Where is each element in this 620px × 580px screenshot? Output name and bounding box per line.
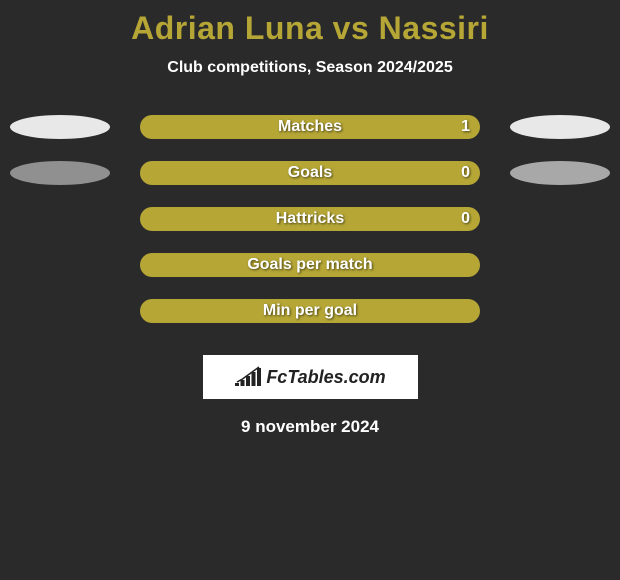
- player2-bar: [310, 161, 480, 185]
- player2-bar: [310, 115, 480, 139]
- player1-ellipse: [10, 115, 110, 139]
- stat-row: Hattricks0: [0, 207, 620, 253]
- player1-name: Adrian Luna: [131, 10, 323, 46]
- player1-ellipse: [10, 161, 110, 185]
- player1-bar: [140, 161, 310, 185]
- page-title: Adrian Luna vs Nassiri: [0, 10, 620, 47]
- subtitle: Club competitions, Season 2024/2025: [0, 59, 620, 77]
- player2-bar: [310, 299, 480, 323]
- stat-row: Goals per match: [0, 253, 620, 299]
- player2-bar: [310, 207, 480, 231]
- player2-name: Nassiri: [379, 10, 489, 46]
- bar-area: Goals: [140, 161, 480, 185]
- comparison-container: Adrian Luna vs Nassiri Club competitions…: [0, 0, 620, 437]
- date-text: 9 november 2024: [0, 417, 620, 437]
- player1-bar: [140, 253, 310, 277]
- player2-value: 0: [461, 207, 470, 231]
- player2-ellipse: [510, 161, 610, 185]
- bar-area: Matches: [140, 115, 480, 139]
- player2-ellipse: [510, 115, 610, 139]
- logo-box[interactable]: FcTables.com: [203, 355, 418, 399]
- stats-rows: Matches1Goals0Hattricks0Goals per matchM…: [0, 115, 620, 345]
- player2-bar: [310, 253, 480, 277]
- player2-value: 0: [461, 161, 470, 185]
- logo-text: FcTables.com: [266, 367, 385, 388]
- logo-bars-icon: [234, 366, 262, 388]
- bar-area: Hattricks: [140, 207, 480, 231]
- vs-text: vs: [333, 10, 370, 46]
- bar-area: Goals per match: [140, 253, 480, 277]
- player1-bar: [140, 207, 310, 231]
- player1-bar: [140, 299, 310, 323]
- stat-row: Min per goal: [0, 299, 620, 345]
- logo-inner: FcTables.com: [234, 366, 385, 388]
- stat-row: Matches1: [0, 115, 620, 161]
- player2-value: 1: [461, 115, 470, 139]
- stat-row: Goals0: [0, 161, 620, 207]
- bar-area: Min per goal: [140, 299, 480, 323]
- player1-bar: [140, 115, 310, 139]
